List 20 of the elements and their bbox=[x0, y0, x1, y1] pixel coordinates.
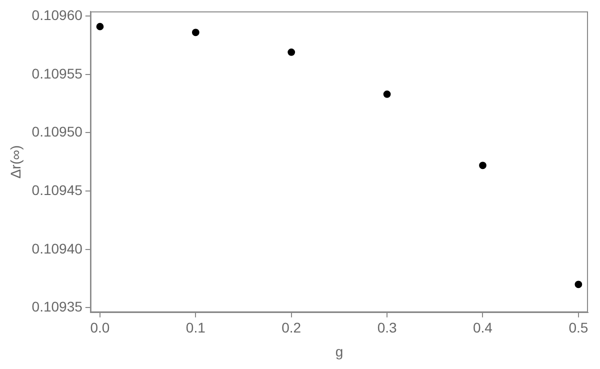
x-tick-label: 0.3 bbox=[377, 320, 397, 336]
x-tick-label: 0.5 bbox=[568, 320, 588, 336]
point bbox=[574, 280, 582, 288]
x-tick-label: 0.0 bbox=[90, 320, 110, 336]
y-tick-label: 0.10955 bbox=[32, 65, 83, 82]
y-tick-label: 0.10950 bbox=[32, 124, 83, 140]
x-tick-label: 0.1 bbox=[186, 320, 206, 336]
y-axis-title: Δr(∞) bbox=[7, 145, 24, 179]
y-tick-label: 0.10960 bbox=[32, 6, 83, 23]
y-tick-label: 0.10935 bbox=[32, 298, 83, 315]
x-tick-label: 0.2 bbox=[282, 320, 302, 336]
y-tick-label: 0.10940 bbox=[32, 240, 83, 256]
point bbox=[96, 22, 104, 30]
point bbox=[383, 90, 391, 98]
point bbox=[479, 162, 486, 170]
point bbox=[288, 48, 296, 56]
y-tick-label: 0.10945 bbox=[32, 182, 83, 198]
point bbox=[192, 28, 200, 36]
x-axis-title: g bbox=[335, 343, 344, 360]
x-tick-label: 0.4 bbox=[473, 320, 493, 336]
